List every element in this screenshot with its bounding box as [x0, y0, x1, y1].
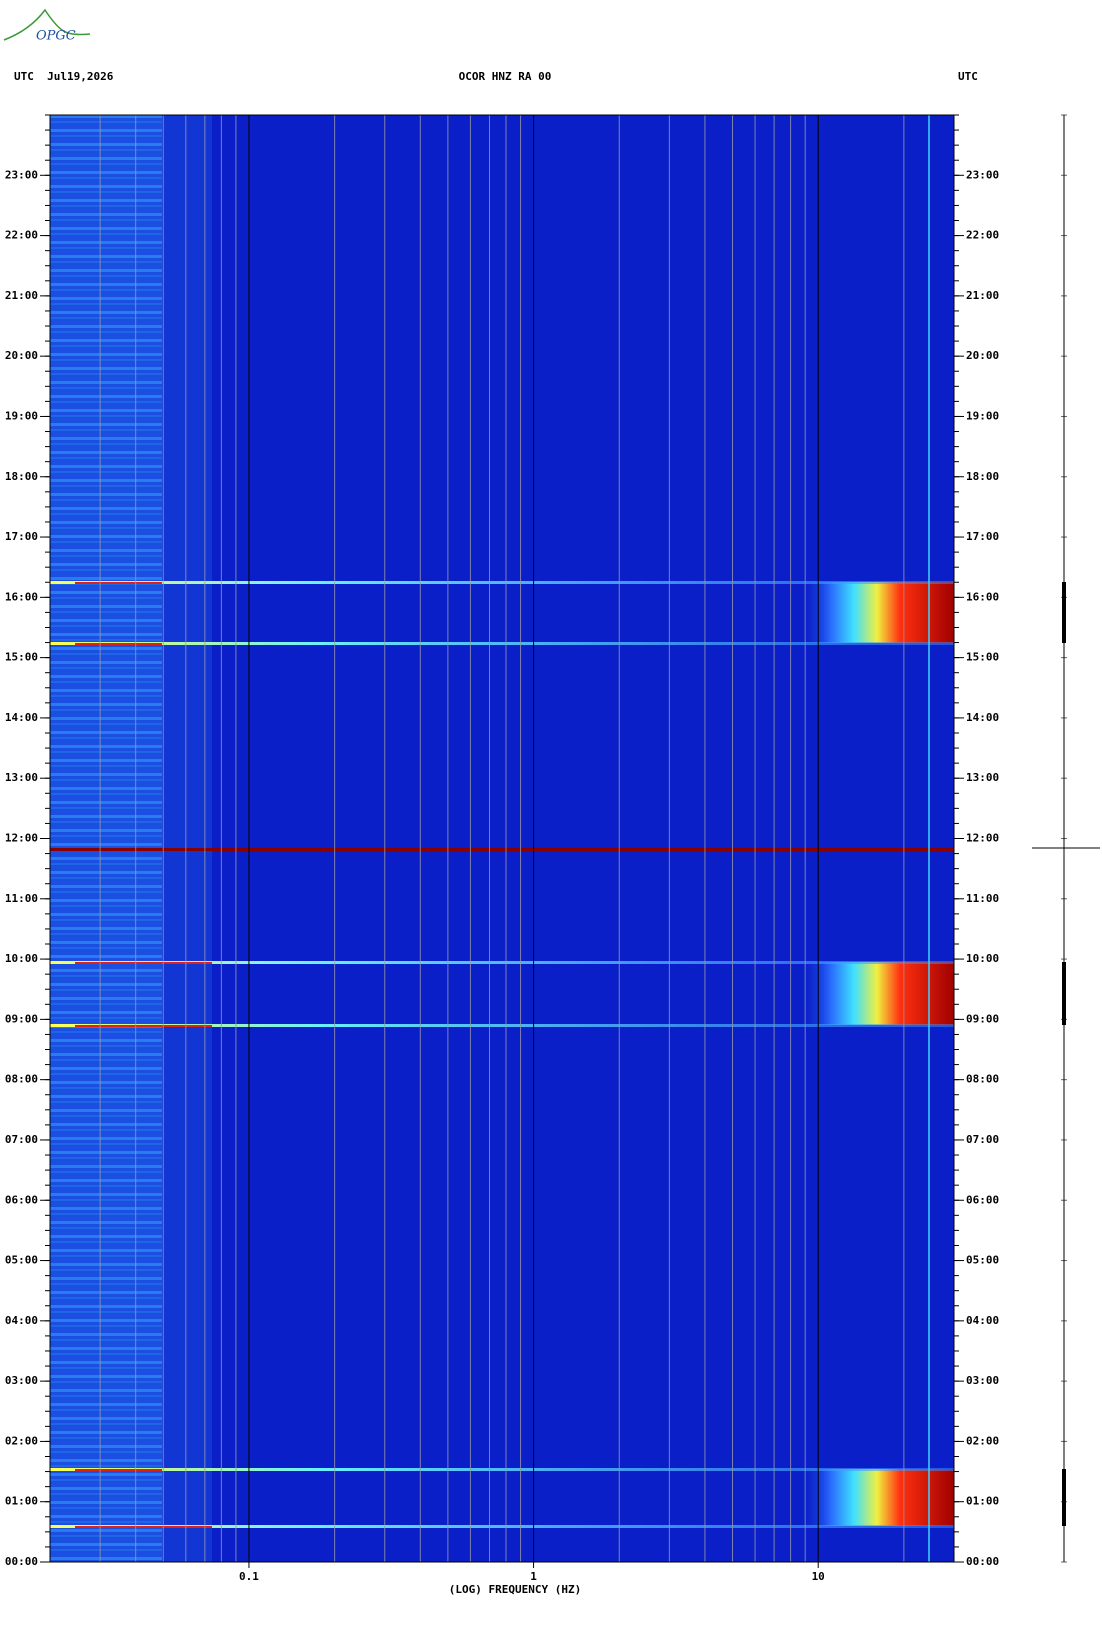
- event-line: [75, 1469, 162, 1471]
- y-tick-label: 23:00: [5, 168, 38, 181]
- y-tick-label: 15:00: [966, 651, 999, 664]
- y-tick-label: 07:00: [5, 1133, 38, 1146]
- y-tick-label: 14:00: [966, 711, 999, 724]
- trace-event: [1062, 582, 1066, 643]
- y-tick-label: 13:00: [966, 771, 999, 784]
- y-tick-label: 14:00: [5, 711, 38, 724]
- y-tick-label: 06:00: [5, 1193, 38, 1206]
- y-tick-label: 00:00: [966, 1555, 999, 1568]
- trace-event: [1062, 1469, 1066, 1526]
- y-tick-label: 20:00: [966, 349, 999, 362]
- event-line: [50, 961, 954, 964]
- y-tick-label: 16:00: [966, 590, 999, 603]
- y-tick-label: 11:00: [5, 892, 38, 905]
- y-tick-label: 07:00: [966, 1133, 999, 1146]
- chart-title: OCOR HNZ RA 00: [459, 70, 552, 83]
- spectrogram: [50, 115, 954, 1562]
- y-tick-label: 12:00: [966, 832, 999, 845]
- y-tick-label: 02:00: [966, 1434, 999, 1447]
- date-header: UTC Jul19,2026: [14, 70, 114, 83]
- logo-swoosh: [3, 8, 91, 41]
- y-tick-label: 17:00: [5, 530, 38, 543]
- event-line: [50, 1468, 954, 1471]
- y-tick-label: 18:00: [966, 470, 999, 483]
- y-tick-label: 12:00: [5, 832, 38, 845]
- y-tick-label: 08:00: [966, 1073, 999, 1086]
- y-tick-label: 04:00: [966, 1314, 999, 1327]
- y-tick-label: 17:00: [966, 530, 999, 543]
- event-line: [75, 582, 162, 584]
- y-tick-label: 09:00: [5, 1012, 38, 1025]
- y-tick-label: 21:00: [5, 289, 38, 302]
- utc-header: UTC: [958, 70, 978, 83]
- event-line: [50, 1024, 954, 1027]
- x-axis-label: (LOG) FREQUENCY (HZ): [449, 1583, 581, 1596]
- logo-text: OPGC: [36, 29, 76, 44]
- event-line: [50, 848, 954, 851]
- event-line: [75, 1025, 212, 1027]
- y-tick-label: 10:00: [5, 952, 38, 965]
- y-tick-label: 19:00: [966, 409, 999, 422]
- y-tick-label: 22:00: [5, 229, 38, 242]
- event-line: [50, 642, 954, 645]
- y-tick-label: 20:00: [5, 349, 38, 362]
- event-line: [50, 1525, 954, 1528]
- y-tick-label: 05:00: [5, 1254, 38, 1267]
- y-tick-label: 01:00: [5, 1495, 38, 1508]
- event-line: [75, 643, 162, 645]
- y-tick-label: 18:00: [5, 470, 38, 483]
- event-line: [75, 962, 212, 964]
- low-frequency-band: [162, 115, 212, 1562]
- y-tick-label: 03:00: [5, 1374, 38, 1387]
- event-energy: [800, 582, 954, 643]
- x-tick-label: 0.1: [239, 1570, 259, 1583]
- y-tick-label: 06:00: [966, 1193, 999, 1206]
- y-tick-label: 05:00: [966, 1254, 999, 1267]
- y-tick-label: 08:00: [5, 1073, 38, 1086]
- y-tick-label: 22:00: [966, 229, 999, 242]
- x-tick-label: 1: [530, 1570, 537, 1583]
- event-energy: [800, 1469, 954, 1526]
- y-tick-label: 03:00: [966, 1374, 999, 1387]
- y-tick-label: 16:00: [5, 590, 38, 603]
- trace-event: [1062, 962, 1066, 1025]
- event-energy: [800, 962, 954, 1025]
- y-tick-label: 15:00: [5, 651, 38, 664]
- y-tick-label: 23:00: [966, 168, 999, 181]
- y-tick-label: 13:00: [5, 771, 38, 784]
- x-tick-label: 10: [812, 1570, 825, 1583]
- y-tick-label: 10:00: [966, 952, 999, 965]
- y-tick-label: 01:00: [966, 1495, 999, 1508]
- y-tick-label: 00:00: [5, 1555, 38, 1568]
- y-tick-label: 19:00: [5, 409, 38, 422]
- y-tick-label: 21:00: [966, 289, 999, 302]
- y-tick-label: 09:00: [966, 1012, 999, 1025]
- low-frequency-band: [50, 115, 162, 1562]
- y-tick-label: 04:00: [5, 1314, 38, 1327]
- y-tick-label: 02:00: [5, 1434, 38, 1447]
- y-tick-label: 11:00: [966, 892, 999, 905]
- event-line: [75, 1526, 212, 1528]
- event-line: [50, 581, 954, 584]
